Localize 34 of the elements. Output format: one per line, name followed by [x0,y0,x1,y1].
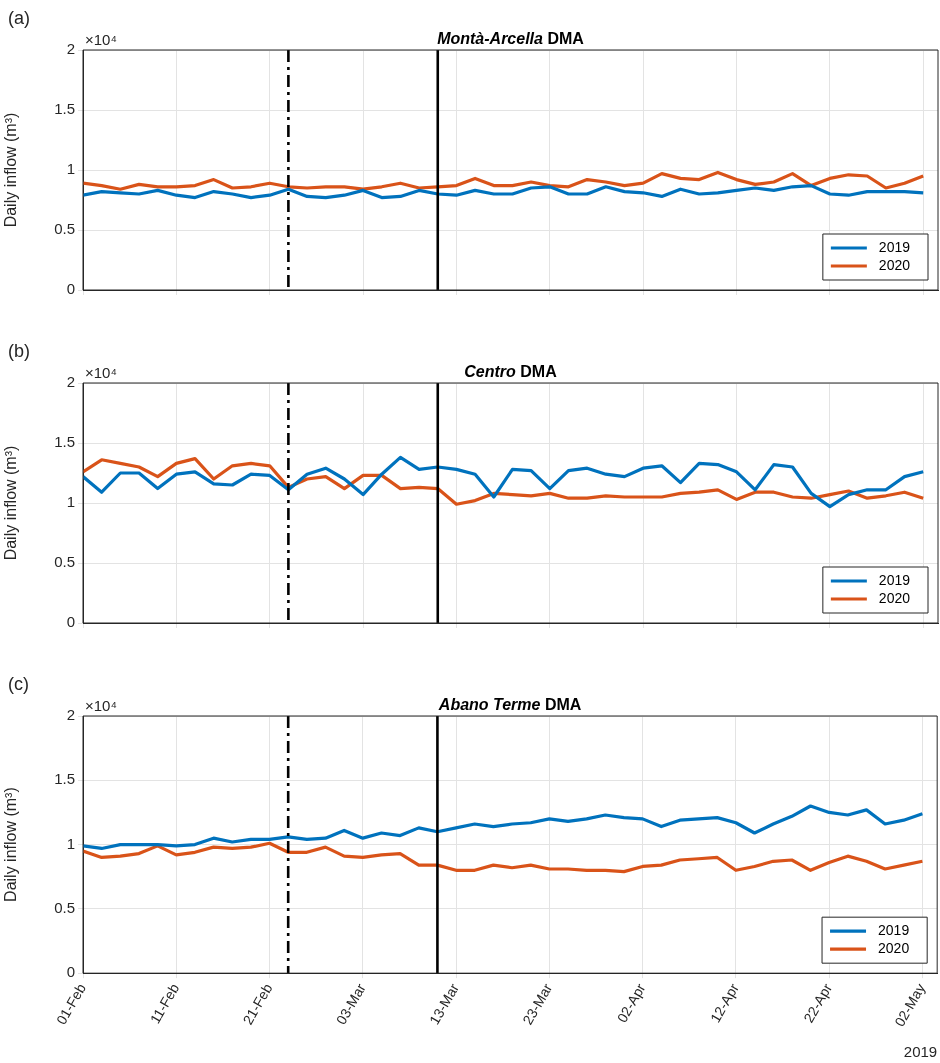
text: (a) [8,8,30,28]
legend-label: 2020 [878,256,911,273]
y-axis-title: Daily inflow (m³) [2,445,20,561]
y-tick-label: 2 [66,40,75,58]
y-tick-label: 1 [66,160,75,178]
text: (b) [8,341,30,361]
y-tick-label: 0.5 [54,553,75,571]
legend-label: 2020 [878,589,911,606]
text: ×10⁴ [85,697,117,714]
y-tick-label: 1.5 [54,433,75,451]
legend-label: 2019 [878,238,911,255]
chart-title: Centro DMA [464,363,558,380]
y-tick-label: 1.5 [54,100,75,118]
legend-label: 2019 [878,571,911,588]
text: (c) [8,674,29,694]
legend-label: 2020 [878,940,910,957]
y-tick-label: 2 [66,706,75,724]
y-axis-title: Daily inflow (m³) [2,787,20,902]
y-tick-label: 1 [66,493,75,511]
y-axis-title: Daily inflow (m³) [2,112,20,228]
text: 2019 [903,1043,938,1060]
y-tick-label: 1 [66,834,75,852]
y-tick-label: 2 [66,373,75,391]
y-tick-label: 0.5 [54,899,75,917]
y-tick-label: 0 [66,613,75,631]
text: ×10⁴ [85,31,117,48]
legend-label: 2019 [878,922,910,939]
y-tick-label: 0 [66,280,75,298]
text: ×10⁴ [85,364,117,381]
chart-title: Montà-Arcella DMA [437,30,585,47]
y-tick-label: 0 [66,963,75,981]
y-tick-label: 0.5 [54,220,75,238]
y-tick-label: 1.5 [54,770,75,788]
chart-title: Abano Terme DMA [437,696,582,713]
